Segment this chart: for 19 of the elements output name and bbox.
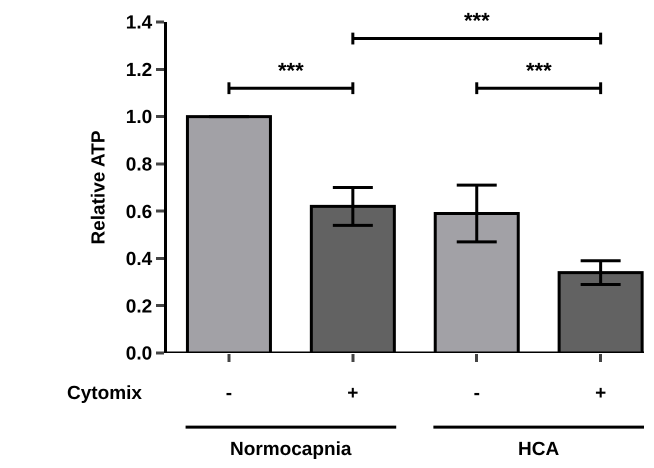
annotation: *** bbox=[526, 58, 552, 83]
x-tick-label: + bbox=[347, 382, 358, 404]
y-tick-label: 1.4 bbox=[126, 12, 153, 34]
y-tick-label: 0.2 bbox=[126, 296, 152, 318]
y-tick-label: 1.0 bbox=[126, 107, 152, 128]
text: Normocapnia bbox=[230, 439, 352, 460]
x-tick-label: - bbox=[226, 382, 232, 404]
y-tick-label: 0.6 bbox=[126, 202, 152, 223]
y-tick-label: 0.0 bbox=[126, 344, 152, 365]
y-tick-label: 0.4 bbox=[126, 249, 153, 270]
y-axis-title: Relative ATP bbox=[88, 130, 110, 245]
x-tick-label: - bbox=[474, 382, 480, 404]
annotation: *** bbox=[278, 58, 304, 83]
y-tick-label: 0.8 bbox=[126, 154, 152, 176]
text: HCA bbox=[518, 439, 560, 460]
x-tick-label: + bbox=[595, 382, 606, 404]
annotation: *** bbox=[464, 8, 490, 33]
y-tick-label: 1.2 bbox=[126, 60, 152, 81]
text: Cytomix bbox=[67, 383, 142, 404]
